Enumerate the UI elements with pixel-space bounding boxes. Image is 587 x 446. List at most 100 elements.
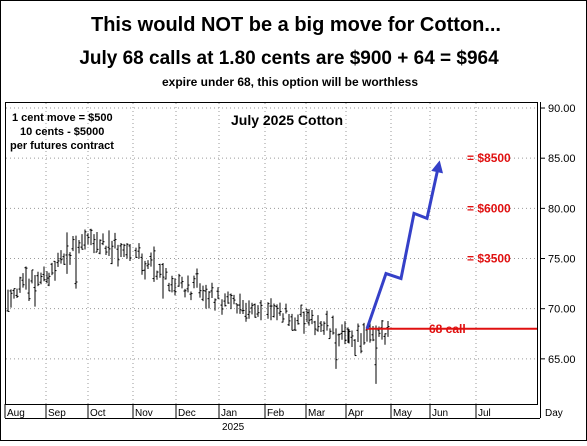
price-bar — [290, 313, 294, 331]
price-bar — [223, 293, 227, 307]
price-bar — [36, 271, 40, 287]
note-line-3: per futures contract — [10, 140, 114, 152]
x-tick-label: Jan — [221, 408, 237, 419]
price-bar — [296, 314, 300, 325]
price-bar — [83, 229, 87, 250]
projection-line — [365, 167, 440, 330]
y-tick-label: 70.00 — [548, 304, 576, 316]
price-bar — [281, 313, 285, 323]
price-bar — [170, 275, 174, 293]
price-bar — [207, 291, 211, 309]
price-bar — [68, 252, 72, 265]
x-tick-label: Jun — [432, 408, 448, 419]
price-bar — [50, 262, 54, 276]
price-bar — [334, 328, 338, 369]
price-bars — [6, 228, 390, 384]
price-bar — [272, 303, 276, 318]
price-bar — [325, 310, 329, 331]
y-tick-label: 85.00 — [548, 153, 576, 165]
strike-label: 68 call — [429, 322, 466, 336]
price-bar — [213, 298, 217, 311]
x-tick-label: Jul — [478, 408, 491, 419]
price-bar — [128, 244, 132, 262]
price-bar — [340, 324, 344, 340]
price-bar — [113, 232, 117, 249]
price-bar — [33, 275, 37, 307]
price-bar — [250, 302, 254, 315]
price-bar — [241, 300, 245, 315]
price-bar — [328, 328, 332, 340]
plot-area — [5, 102, 538, 405]
price-bar — [152, 246, 156, 282]
y-axis-ticks: 65.00 70.00 75.00 80.00 85.00 90.00 — [540, 103, 576, 366]
price-bar — [15, 288, 19, 298]
price-bar — [71, 235, 75, 252]
price-bar — [356, 323, 360, 342]
price-bar — [104, 245, 108, 255]
price-bar — [313, 320, 317, 336]
price-bar — [47, 272, 51, 287]
x-axis-ticks: Aug Sep Oct Nov Dec Jan Feb Mar Apr May Jun Jul — [4, 404, 491, 419]
level-annotation-8500: = $8500 — [467, 151, 511, 165]
price-bar — [62, 253, 66, 265]
price-bar — [299, 304, 303, 317]
price-bar — [158, 263, 162, 278]
price-bar — [275, 304, 279, 321]
price-bar — [110, 240, 114, 265]
note-line-1: 1 cent move = $500 — [12, 112, 113, 124]
header-line-2: July 68 calls at 1.80 cents are $900 + 6… — [79, 48, 499, 69]
price-bar — [266, 302, 270, 319]
price-bar — [343, 321, 347, 345]
price-bar — [180, 276, 184, 289]
price-bar — [269, 298, 273, 321]
price-bar — [92, 234, 96, 254]
price-bar — [374, 325, 378, 384]
price-bar — [39, 272, 43, 285]
price-bar — [383, 333, 387, 345]
price-bar — [183, 288, 187, 298]
price-bar — [229, 293, 233, 310]
y-tick-label: 80.00 — [548, 203, 576, 215]
price-bar — [95, 231, 99, 253]
price-bar — [307, 309, 311, 326]
price-bar — [331, 315, 335, 335]
price-bar — [24, 266, 28, 290]
price-bar — [302, 311, 306, 334]
level-annotation-3500: = $3500 — [467, 252, 511, 266]
price-bar — [173, 278, 177, 296]
price-bar — [216, 287, 220, 299]
price-bar — [256, 305, 260, 317]
projection-arrowhead — [431, 160, 444, 174]
price-bar — [189, 291, 193, 301]
price-bar — [125, 243, 129, 259]
price-bar — [253, 303, 257, 318]
price-bar — [116, 244, 120, 267]
x-tick-label: Nov — [135, 408, 153, 419]
price-bar — [101, 233, 105, 246]
price-bar — [305, 308, 309, 322]
price-bar — [134, 247, 138, 259]
price-bar — [226, 291, 230, 304]
price-bar — [6, 289, 10, 312]
price-bar — [259, 300, 263, 321]
price-bar — [53, 260, 57, 281]
price-bar — [316, 315, 320, 332]
price-bar — [80, 234, 84, 250]
price-bar — [65, 232, 69, 274]
price-bar — [347, 329, 351, 344]
year-label: 2025 — [222, 422, 245, 433]
price-bar — [284, 303, 288, 314]
y-tick-label: 65.00 — [548, 354, 576, 366]
price-bar — [359, 333, 363, 354]
price-bar — [195, 268, 199, 288]
price-bar — [12, 288, 16, 299]
price-bar — [210, 282, 214, 299]
price-bar — [198, 283, 202, 298]
price-bar — [167, 282, 171, 292]
price-bar — [353, 339, 357, 357]
price-bar — [143, 260, 147, 280]
chart-title: July 2025 Cotton — [231, 112, 343, 128]
y-tick-label: 90.00 — [548, 103, 576, 115]
